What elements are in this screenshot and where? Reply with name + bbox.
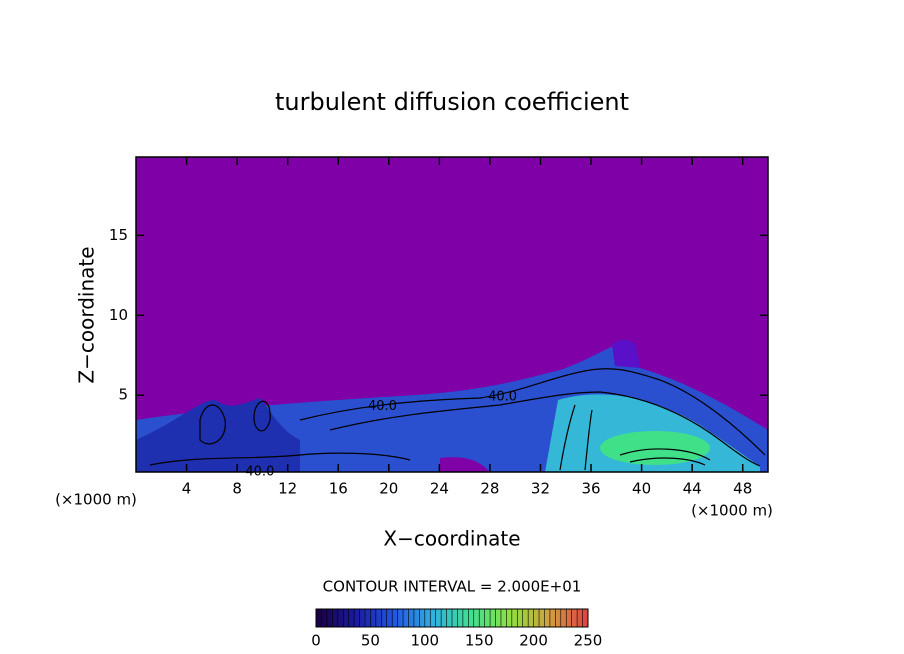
contour-line	[299, 368, 766, 456]
y-tick-label: 5	[118, 386, 128, 404]
colorbar-tick-label: 100	[410, 632, 439, 650]
x-tick-label: 28	[480, 480, 499, 498]
field-region	[600, 431, 710, 465]
contour-label: 40.0	[245, 465, 274, 480]
contour-label: 40.0	[368, 399, 397, 414]
x-unit-label: (×1000 m)	[691, 502, 773, 520]
field-region	[136, 398, 300, 472]
x-tick-label: 32	[531, 480, 550, 498]
x-tick-label: 16	[329, 480, 348, 498]
y-tick-label: 10	[109, 306, 128, 324]
x-tick-label: 24	[430, 480, 449, 498]
chart-title: turbulent diffusion coefficient	[275, 88, 629, 116]
contour-line	[149, 452, 411, 466]
colorbar-tick-label: 250	[574, 632, 603, 650]
field	[136, 339, 768, 472]
x-tick-label: 20	[379, 480, 398, 498]
x-tick-label: 44	[683, 480, 702, 498]
contour-line	[199, 400, 271, 445]
contour-line	[619, 448, 711, 466]
colorbar-tick-label: 150	[465, 632, 494, 650]
x-axis-label: X−coordinate	[383, 527, 520, 551]
x-tick-label: 36	[581, 480, 600, 498]
contour-line	[559, 404, 593, 471]
field-region	[612, 339, 640, 368]
colorbar-tick-label: 50	[361, 632, 380, 650]
contour-label: 40.0	[488, 389, 517, 404]
colorbar-tick-label: 0	[311, 632, 321, 650]
contour-line	[329, 391, 761, 467]
x-tick-label: 40	[632, 480, 651, 498]
field-region	[440, 457, 490, 472]
plot-frame	[135, 156, 769, 473]
x-tick-label: 8	[232, 480, 242, 498]
x-tick-label: 4	[182, 480, 192, 498]
x-unit-label: (×1000 m)	[55, 491, 137, 509]
x-tick-label: 48	[733, 480, 752, 498]
colorbar-tick-label: 200	[519, 632, 548, 650]
y-tick-label: 15	[109, 226, 128, 244]
y-axis-label: Z−coordinate	[75, 246, 99, 383]
contour-interval: CONTOUR INTERVAL = 2.000E+01	[323, 578, 582, 596]
x-tick-label: 12	[278, 480, 297, 498]
